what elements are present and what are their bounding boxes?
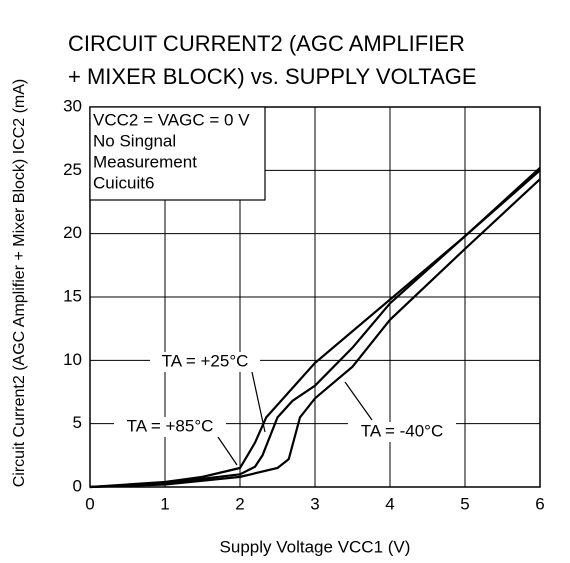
annotation-text: No Singnal <box>93 131 176 150</box>
series-label: TA = +25°C <box>162 351 249 370</box>
label-bg <box>348 422 456 442</box>
series-line <box>89 169 541 489</box>
y-tick-label: 15 <box>63 286 82 305</box>
label-bg <box>150 352 260 372</box>
x-tick-label: 3 <box>310 494 319 513</box>
x-axis-label: Supply Voltage VCC1 (V) <box>220 537 411 556</box>
label-bg <box>114 417 226 437</box>
y-tick-label: 25 <box>63 160 82 179</box>
series-label: TA = -40°C <box>361 421 444 440</box>
plot-frame <box>89 106 541 488</box>
y-tick-label: 30 <box>63 96 82 115</box>
leader-line <box>217 436 238 466</box>
x-tick-label: 5 <box>460 494 469 513</box>
x-tick-label: 2 <box>235 494 244 513</box>
annotation-text: Measurement <box>93 152 197 171</box>
y-tick-label: 5 <box>73 413 82 432</box>
x-tick-label: 6 <box>535 494 544 513</box>
x-tick-label: 1 <box>160 494 169 513</box>
series-line <box>89 178 541 489</box>
leader-line <box>344 381 373 421</box>
x-tick-label: 0 <box>85 494 94 513</box>
annotation-text: Cuicuit6 <box>93 173 154 192</box>
annotation-box <box>89 106 266 201</box>
y-axis-label: Circuit Current2 (AGC Amplifier + Mixer … <box>11 79 28 488</box>
y-tick-label: 20 <box>63 223 82 242</box>
chart-title-line: CIRCUIT CURRENT2 (AGC AMPLIFIER <box>68 31 465 56</box>
series-line <box>89 166 541 489</box>
x-tick-label: 4 <box>385 494 394 513</box>
chart-title-line: + MIXER BLOCK) vs. SUPPLY VOLTAGE <box>68 64 477 89</box>
y-tick-label: 10 <box>63 350 82 369</box>
y-tick-label: 0 <box>73 476 82 495</box>
series-label: TA = +85°C <box>127 416 214 435</box>
annotation-text: VCC2 = VAGC = 0 V <box>93 110 250 129</box>
leader-line <box>251 371 266 433</box>
